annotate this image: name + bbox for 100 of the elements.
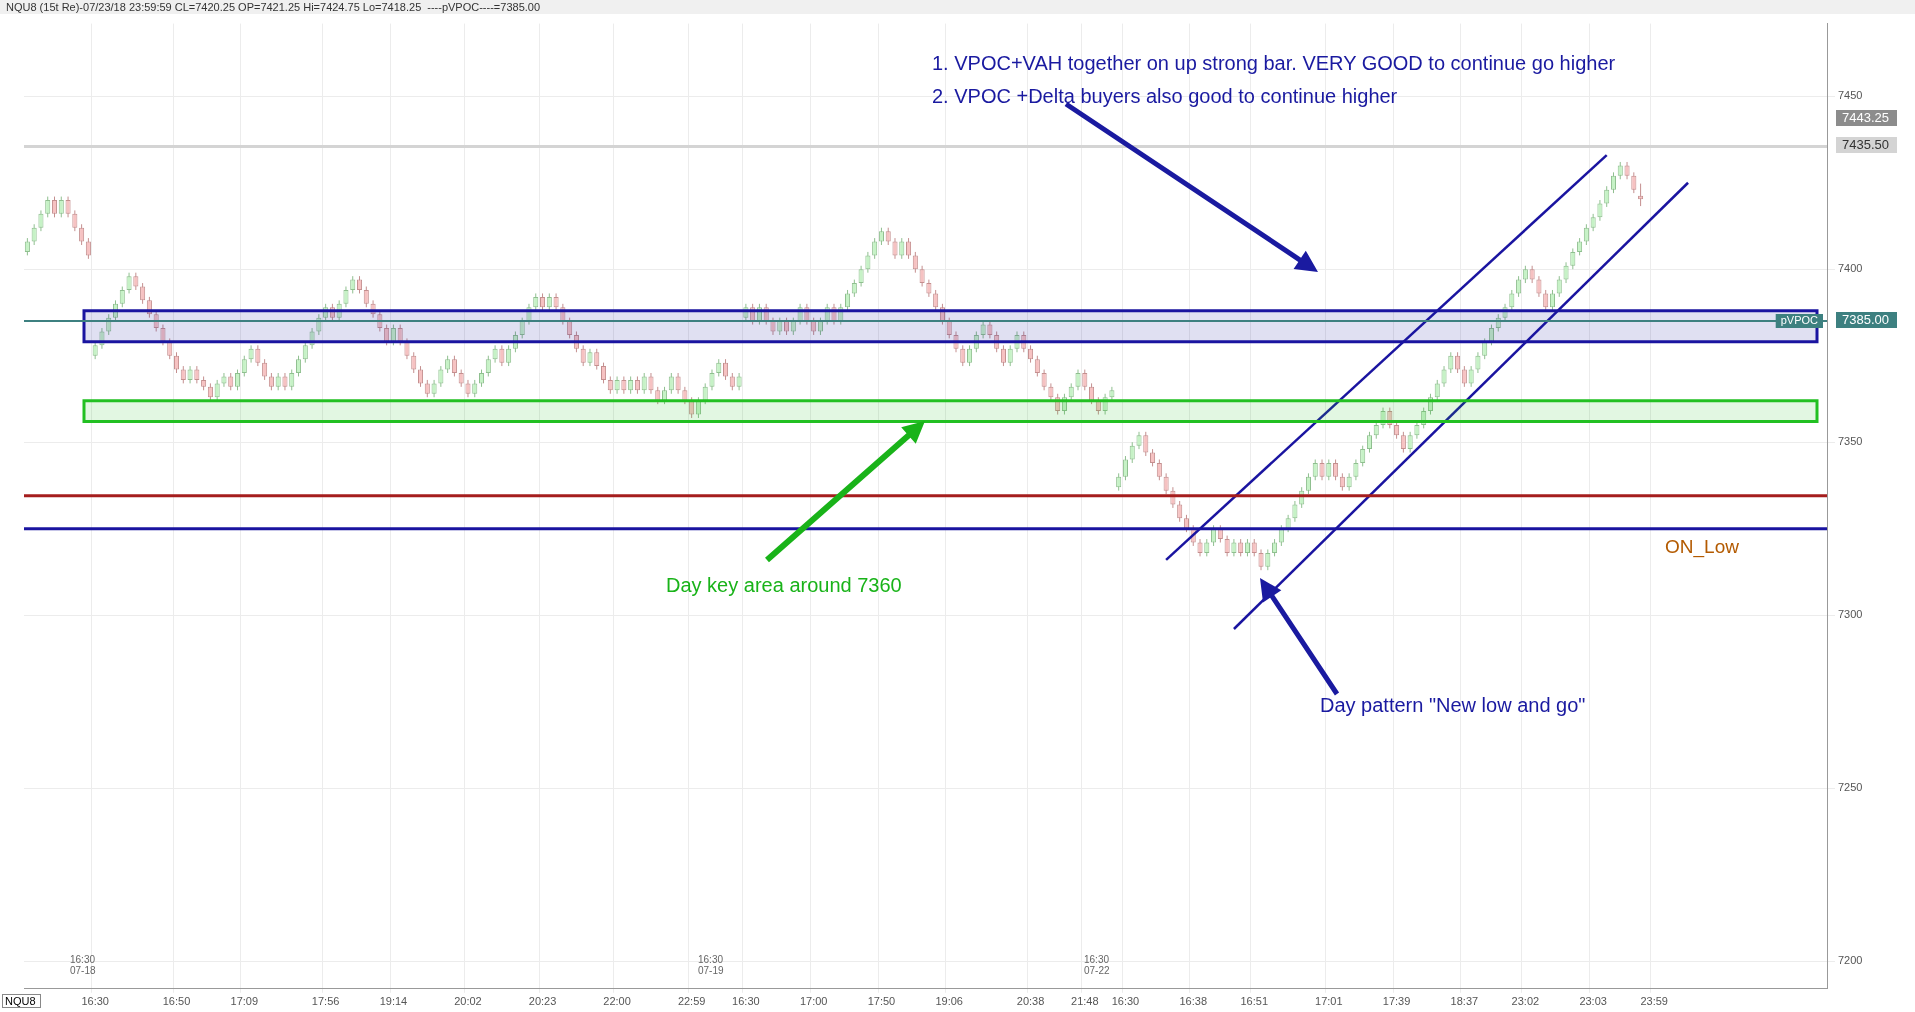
x-tick-label: 23:03 bbox=[1579, 995, 1607, 1008]
x-tick-label: 23:59 bbox=[1640, 995, 1668, 1008]
x-tick-label: 18:37 bbox=[1450, 995, 1479, 1008]
candlestick bbox=[1034, 355, 1040, 377]
candlestick bbox=[390, 324, 396, 346]
candlestick bbox=[404, 337, 410, 360]
candlestick bbox=[689, 396, 695, 419]
candlestick bbox=[167, 337, 173, 360]
candlestick bbox=[65, 196, 71, 218]
candlestick bbox=[241, 355, 247, 377]
candlestick bbox=[912, 251, 918, 274]
candlestick bbox=[343, 286, 349, 308]
candlestick bbox=[1326, 459, 1332, 481]
candlestick bbox=[1319, 459, 1325, 481]
candlestick bbox=[946, 317, 952, 339]
candlestick bbox=[695, 396, 701, 419]
candlestick bbox=[58, 196, 64, 218]
candlestick bbox=[1305, 472, 1312, 495]
candlestick bbox=[1346, 472, 1352, 492]
candlestick bbox=[1570, 247, 1576, 270]
candlestick bbox=[119, 286, 125, 308]
candlestick bbox=[960, 344, 966, 367]
candlestick bbox=[384, 324, 390, 346]
x-tick-label: 17:01 bbox=[1315, 995, 1343, 1008]
candlestick bbox=[1360, 445, 1366, 467]
candlestick bbox=[214, 379, 220, 402]
y-tick-label: 7250 bbox=[1838, 781, 1863, 794]
x-tick-label: 20:02 bbox=[454, 995, 482, 1008]
annotation: 16:30 07-22 bbox=[1084, 954, 1110, 976]
candlestick bbox=[451, 355, 457, 377]
candlestick bbox=[1163, 472, 1169, 495]
candlestick bbox=[173, 351, 180, 374]
candlestick bbox=[1007, 344, 1013, 367]
candlestick bbox=[255, 344, 261, 367]
x-tick-label: 17:39 bbox=[1382, 995, 1411, 1008]
candlestick bbox=[967, 344, 973, 367]
y-tick-label: 7400 bbox=[1838, 262, 1863, 275]
candlestick bbox=[702, 382, 708, 405]
candlestick bbox=[1224, 535, 1230, 557]
candlestick bbox=[614, 375, 620, 395]
text: 7443.25 bbox=[1836, 110, 1897, 126]
candlestick bbox=[519, 317, 525, 339]
candlestick bbox=[1082, 369, 1088, 391]
x-tick-label: 16:30 bbox=[732, 995, 760, 1008]
annotation: Day key area around 7360 bbox=[666, 574, 902, 596]
x-tick-label: 19:06 bbox=[935, 995, 963, 1008]
candlestick bbox=[675, 372, 681, 395]
x-tick-label: 17:56 bbox=[311, 995, 340, 1008]
candlestick bbox=[1407, 431, 1413, 454]
chart-title: NQU8 (15t Re)-07/23/18 23:59:59 CL=7420.25 OP=7421.25 Hi=7424.75 Lo=7418.25 bbox=[6, 1, 422, 13]
candlestick bbox=[1312, 459, 1318, 481]
x-tick-label: 17:00 bbox=[799, 995, 828, 1008]
candlestick bbox=[1041, 369, 1047, 391]
candlestick bbox=[1549, 289, 1556, 312]
candlestick bbox=[1482, 337, 1488, 360]
annotation: 16:30 07-18 bbox=[70, 954, 96, 976]
candlestick bbox=[506, 344, 512, 367]
candlestick bbox=[1583, 223, 1589, 246]
candlestick bbox=[234, 369, 241, 391]
candlestick bbox=[72, 209, 78, 232]
candlestick bbox=[1333, 459, 1339, 481]
candlestick bbox=[295, 355, 302, 377]
candlestick bbox=[363, 286, 369, 308]
candlestick bbox=[302, 341, 308, 364]
candlestick bbox=[641, 372, 647, 395]
x-tick-label: 21:48 bbox=[1071, 995, 1099, 1008]
candlestick bbox=[1258, 548, 1264, 571]
candlestick bbox=[1278, 524, 1284, 547]
candlestick bbox=[492, 344, 498, 364]
x-tick-label: 20:38 bbox=[1016, 995, 1045, 1008]
x-tick-label: 16:51 bbox=[1240, 995, 1269, 1008]
x-tick-label: 16:50 bbox=[162, 995, 191, 1008]
candlestick bbox=[1143, 431, 1149, 457]
candlestick bbox=[126, 272, 132, 294]
candlestick bbox=[1563, 261, 1569, 284]
candlestick bbox=[140, 282, 146, 305]
candlestick bbox=[933, 289, 939, 312]
y-tick-label: 7350 bbox=[1838, 435, 1863, 448]
chart-subtitle: ----pVPOC----=7385.00 bbox=[427, 1, 541, 13]
y-tick-label: 7450 bbox=[1838, 89, 1863, 102]
candlestick bbox=[1292, 500, 1298, 523]
candlestick bbox=[485, 355, 491, 377]
candlestick bbox=[919, 265, 925, 288]
candlestick bbox=[872, 237, 878, 260]
candlestick bbox=[289, 369, 295, 391]
candlestick bbox=[1177, 500, 1183, 523]
text: NQU8 bbox=[2, 994, 41, 1008]
x-tick-label: 16:30 bbox=[1111, 995, 1140, 1008]
x-tick-label: 17:50 bbox=[867, 995, 896, 1008]
candlestick bbox=[1442, 365, 1446, 388]
candlestick bbox=[1455, 351, 1461, 374]
x-tick-label: 22:00 bbox=[603, 995, 631, 1008]
candlestick bbox=[594, 348, 600, 371]
candlestick bbox=[845, 289, 851, 312]
candlestick bbox=[1122, 455, 1128, 481]
x-tick-label: 16:30 bbox=[81, 995, 109, 1008]
x-tick-label: 19:14 bbox=[379, 995, 408, 1008]
candlestick bbox=[1211, 524, 1217, 547]
candlestick bbox=[499, 344, 505, 367]
candlestick bbox=[1265, 548, 1271, 571]
